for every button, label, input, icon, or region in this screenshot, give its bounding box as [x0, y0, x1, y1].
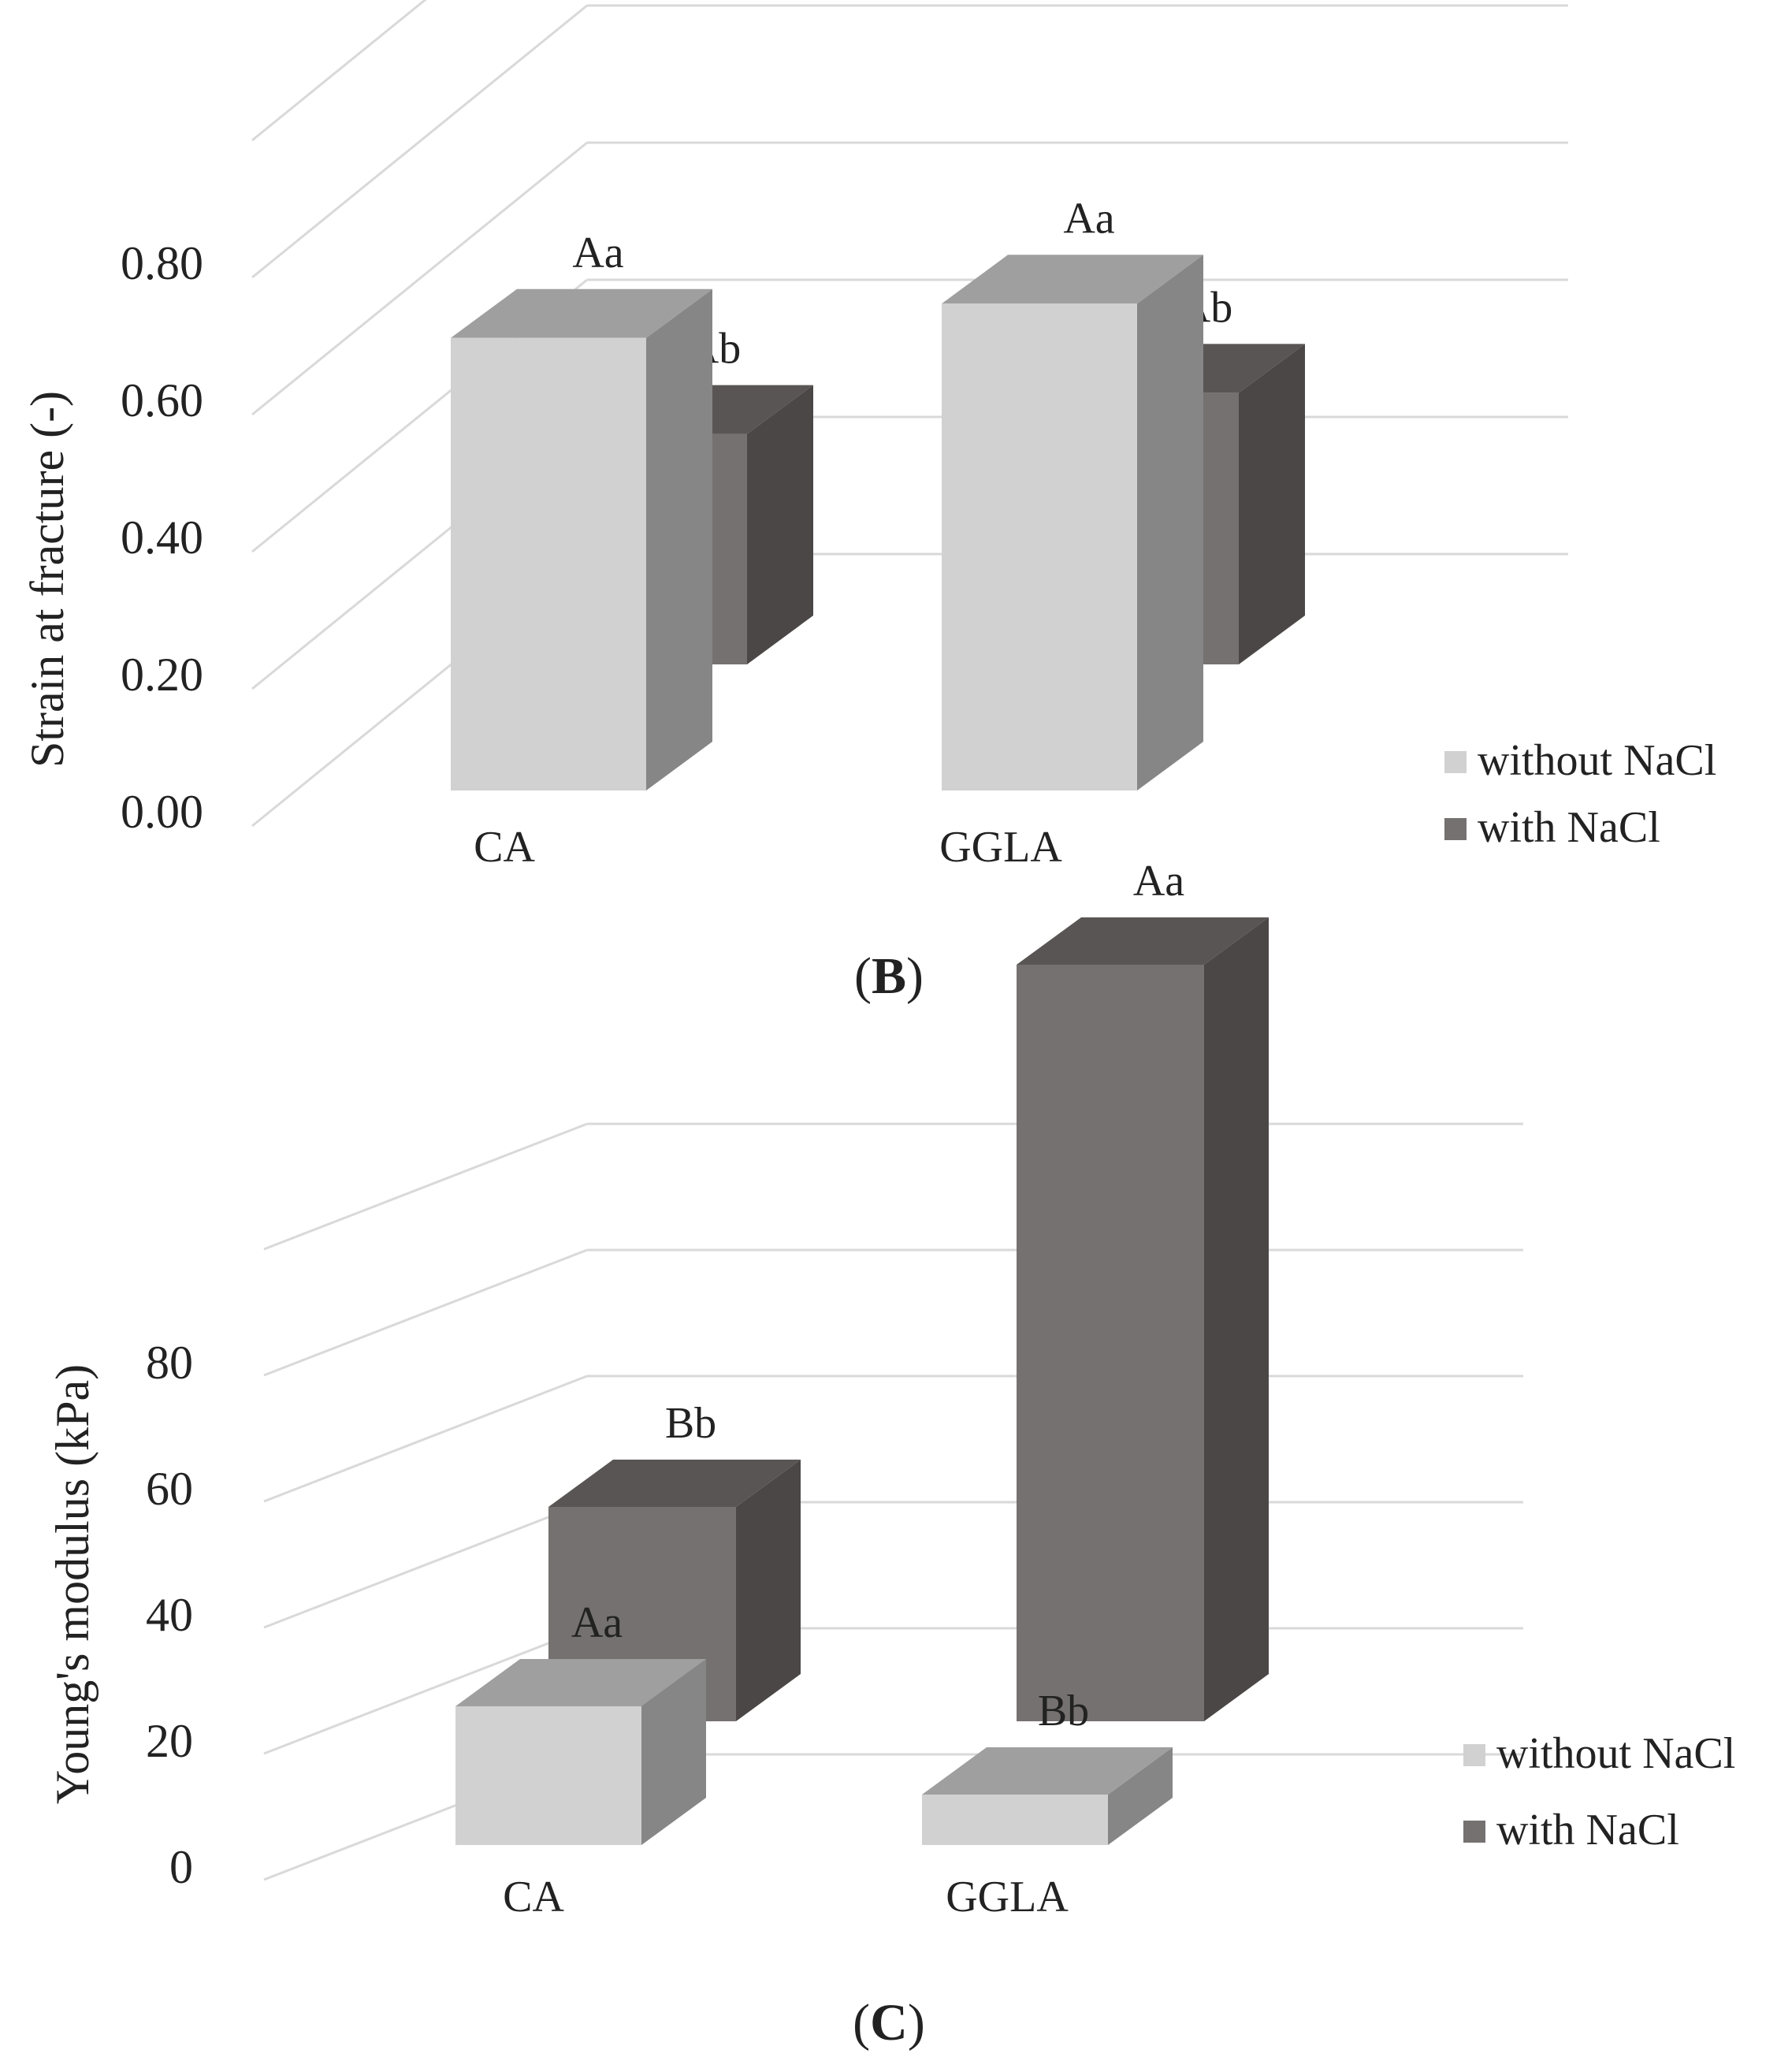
legend-label: with NaCl: [1496, 1806, 1679, 1854]
gridline-wall: [251, 4, 588, 279]
y-tick-label: 20: [146, 1715, 193, 1767]
bar-top-with-nacl: [548, 1460, 801, 1507]
y-tick-label: 40: [146, 1589, 193, 1641]
bar-ggla-with-nacl: [1017, 965, 1204, 1721]
legend-label: without NaCl: [1478, 736, 1716, 785]
gridline-wall: [251, 0, 427, 142]
bar-significance-label: Aa: [1133, 857, 1184, 906]
y-tick-label: 0.20: [121, 649, 203, 701]
bar-significance-label: Aa: [571, 1598, 623, 1647]
x-category-label: CA: [503, 1873, 564, 1921]
bar-side-without-nacl: [646, 288, 712, 790]
bar-ggla-without-nacl: [922, 1795, 1108, 1845]
legend-swatch-with-nacl: [1463, 1821, 1485, 1843]
x-category-label: CA: [474, 823, 535, 872]
chart-panel-b: 0.00 0.20 0.40 0.60 0.80 Strain at fracture (…: [21, 0, 1716, 1005]
bar-top-without-nacl: [942, 255, 1203, 304]
bar-side-with-nacl: [736, 1460, 801, 1721]
bar-side-without-nacl: [1108, 1747, 1173, 1845]
youngs-modulus-chart: 0 20 40 60 80 Young's modulus (kPa) Bb Aa CA Aa Bb…: [46, 857, 1735, 2052]
gridline-wall: [263, 1248, 588, 1377]
bar-ggla-without-nacl: [942, 303, 1137, 790]
legend-swatch-without-nacl: [1444, 751, 1467, 773]
y-tick-label: 0: [169, 1841, 193, 1893]
bar-side-without-nacl: [641, 1659, 706, 1845]
bar-significance-label: Bb: [665, 1399, 716, 1448]
bar-significance-label: Aa: [572, 229, 623, 277]
y-tick-label: 0.00: [121, 786, 203, 838]
panel-label: (B): [854, 947, 924, 1005]
legend-swatch-without-nacl: [1463, 1744, 1485, 1766]
bar-ca-without-nacl: [451, 337, 646, 790]
bar-top-without-nacl: [451, 288, 712, 338]
bar-top-without-nacl: [922, 1747, 1173, 1795]
bar-side-with-nacl: [747, 385, 813, 664]
y-tick-label: 80: [146, 1337, 193, 1389]
x-category-label: GGLA: [946, 1873, 1069, 1921]
bar-side-without-nacl: [1137, 255, 1203, 790]
bar-side-with-nacl: [1239, 344, 1305, 664]
bar-significance-label: Aa: [1063, 194, 1114, 243]
legend-label: with NaCl: [1478, 803, 1660, 852]
gridline-wall: [263, 1501, 588, 1629]
y-tick-label: 0.80: [121, 237, 203, 289]
y-axis-title: Young's modulus (kPa): [46, 1364, 99, 1804]
bar-top-without-nacl: [455, 1659, 706, 1706]
gridline-wall: [263, 1122, 588, 1251]
legend-swatch-with-nacl: [1444, 818, 1467, 840]
y-tick-label: 60: [146, 1463, 193, 1515]
x-category-label: GGLA: [939, 823, 1062, 872]
bar-ca-without-nacl: [455, 1706, 641, 1845]
legend-label: without NaCl: [1496, 1729, 1735, 1778]
gridline-wall: [263, 1375, 588, 1503]
chart-panel-c: 0 20 40 60 80 Young's modulus (kPa) Bb Aa CA Aa Bb…: [0, 857, 1777, 2072]
gridline-wall: [251, 141, 588, 416]
bar-top-with-nacl: [1017, 917, 1269, 965]
y-tick-label: 0.60: [121, 374, 203, 426]
bar-significance-label: Bb: [1038, 1687, 1089, 1735]
y-tick-label: 0.40: [121, 511, 203, 564]
gridline-wall: [263, 1627, 588, 1755]
strain-chart: 0.00 0.20 0.40 0.60 0.80 Strain at fracture (…: [21, 0, 1716, 1005]
y-axis-title: Strain at fracture (-): [21, 391, 73, 768]
panel-label: (C): [853, 1994, 925, 2052]
bar-side-with-nacl: [1204, 917, 1269, 1721]
